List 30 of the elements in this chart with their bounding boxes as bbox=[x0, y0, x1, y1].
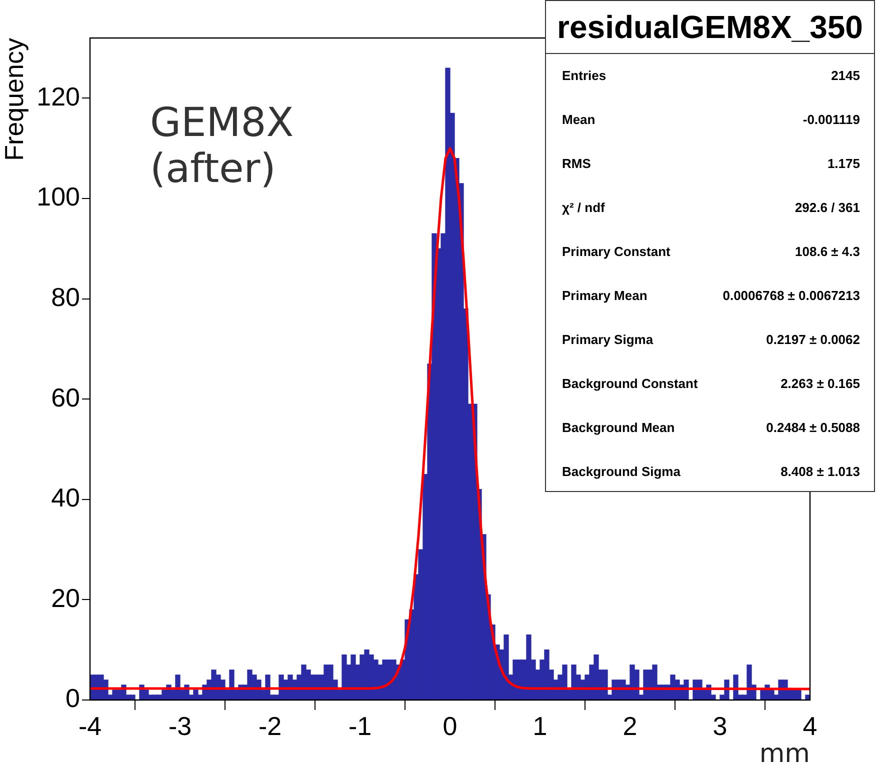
x-axis-title: mm bbox=[759, 739, 810, 770]
x-tick-label: -4 bbox=[78, 710, 102, 741]
text: Primary Constant 108.6 ± 4.3 bbox=[562, 244, 860, 259]
x-tick-label: 3 bbox=[712, 710, 728, 741]
text: Entries 2145 bbox=[562, 68, 860, 83]
y-tick-label: 120 bbox=[36, 81, 80, 112]
text: RMS 1.175 bbox=[562, 156, 860, 171]
y-tick-label: 0 bbox=[66, 683, 80, 714]
x-tick-label: 1 bbox=[532, 710, 548, 741]
chart-title: residualGEM8X_350 bbox=[546, 1, 874, 54]
x-tick-label: 4 bbox=[802, 710, 818, 741]
y-tick-label: 80 bbox=[51, 282, 80, 312]
y-tick-label: 20 bbox=[51, 582, 80, 613]
annotation: GEM8X (after) bbox=[150, 100, 294, 192]
x-tick-label: -3 bbox=[168, 710, 192, 741]
x-tick-label: -2 bbox=[258, 710, 282, 741]
x-tick-label: 0 bbox=[442, 710, 458, 741]
text: χ² / ndf 292.6 / 361 bbox=[562, 200, 860, 215]
text: Mean -0.001119 bbox=[562, 112, 860, 127]
text: Background Constant 2.263 ± 0.165 bbox=[562, 376, 860, 391]
text: Primary Mean 0.0006768 ± 0.0067213 bbox=[562, 288, 860, 303]
x-tick-label: 2 bbox=[622, 710, 638, 741]
y-tick-label: 60 bbox=[51, 382, 80, 412]
text: Primary Sigma 0.2197 ± 0.0062 bbox=[562, 332, 860, 347]
y-axis-title: Frequency bbox=[0, 38, 29, 161]
y-tick-label: 100 bbox=[36, 182, 80, 212]
y-tick-label: 40 bbox=[51, 482, 80, 513]
text: Background Sigma 8.408 ± 1.013 bbox=[562, 464, 860, 479]
text: Background Mean 0.2484 ± 0.5088 bbox=[562, 420, 860, 435]
x-tick-label: -1 bbox=[348, 710, 372, 741]
